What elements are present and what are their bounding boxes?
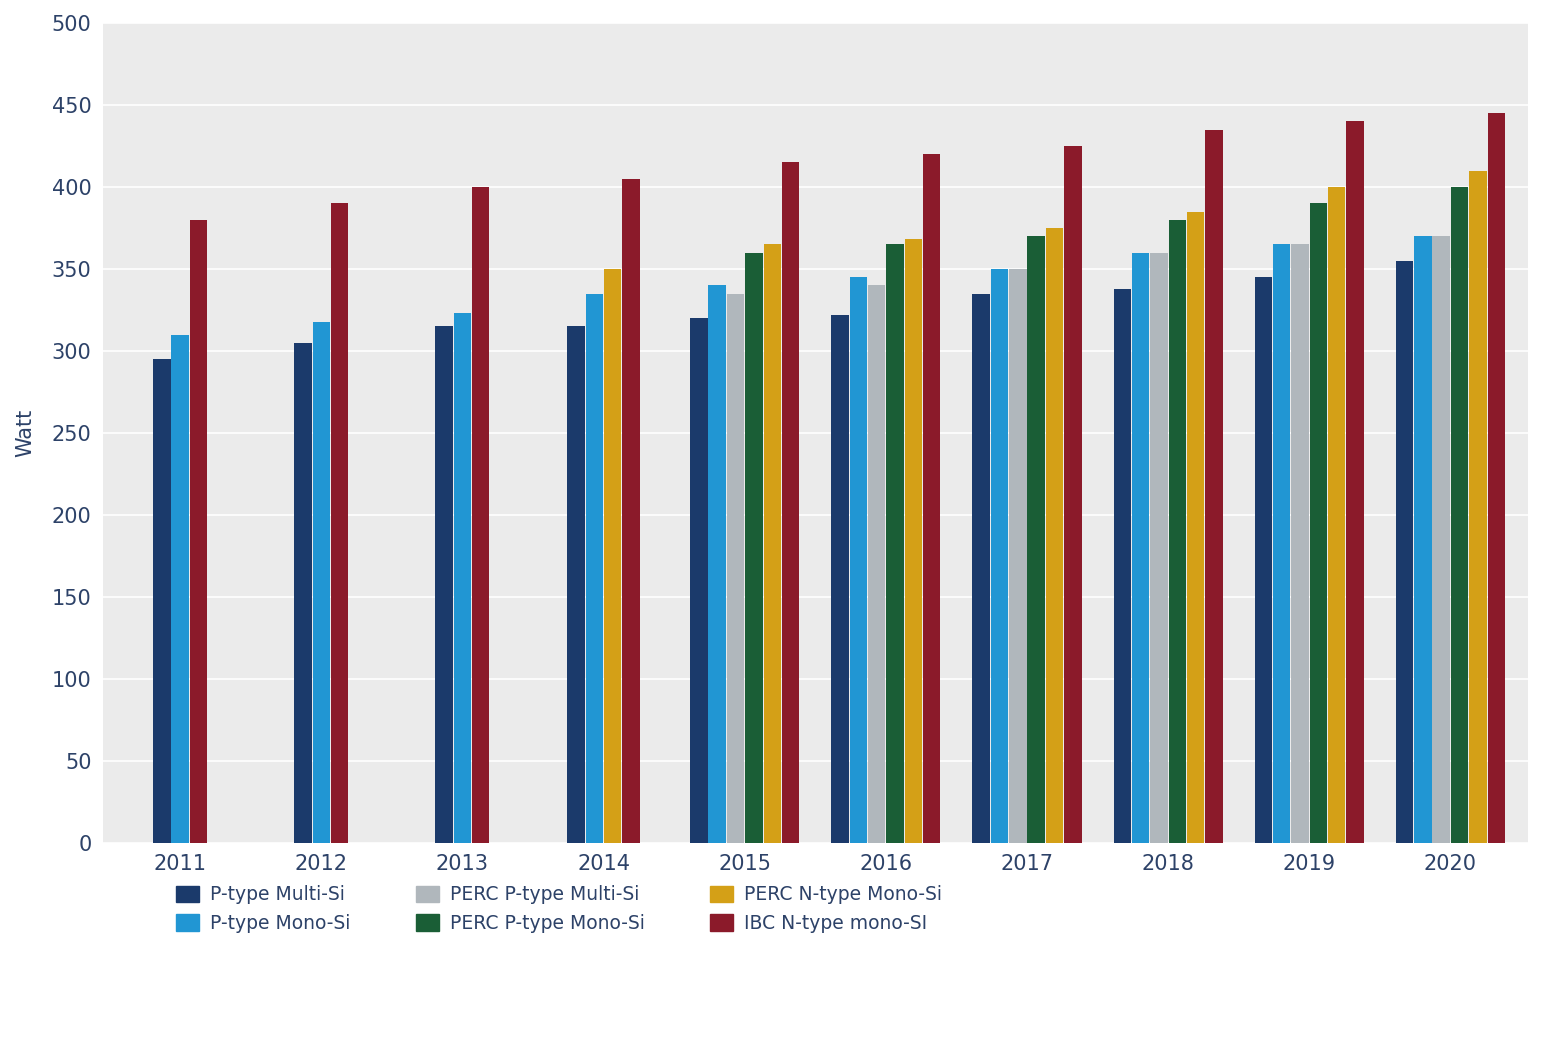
Legend: P-type Multi-Si, P-type Mono-Si, PERC P-type Multi-Si, PERC P-type Mono-Si, PERC: P-type Multi-Si, P-type Mono-Si, PERC P-… [168, 877, 949, 940]
Bar [690, 318, 708, 843]
Bar [764, 244, 781, 843]
Bar [295, 343, 312, 843]
Bar [171, 334, 188, 843]
Bar [886, 244, 904, 843]
Bar [869, 285, 886, 843]
Bar [1310, 204, 1327, 843]
Bar [991, 269, 1008, 843]
Bar [832, 315, 849, 843]
Bar [1273, 244, 1290, 843]
Bar [313, 321, 330, 843]
Bar [435, 327, 452, 843]
Bar [1065, 146, 1082, 843]
Bar [1469, 171, 1486, 843]
Bar [568, 327, 585, 843]
Bar [586, 294, 603, 843]
Bar [1487, 114, 1504, 843]
Y-axis label: Watt: Watt [15, 408, 35, 457]
Bar [153, 360, 171, 843]
Bar [603, 269, 622, 843]
Bar [1028, 237, 1045, 843]
Bar [472, 187, 489, 843]
Bar [190, 220, 207, 843]
Bar [904, 240, 923, 843]
Bar [1205, 129, 1222, 843]
Bar [727, 294, 744, 843]
Bar [972, 294, 989, 843]
Bar [923, 154, 940, 843]
Bar [1187, 211, 1205, 843]
Bar [1009, 269, 1026, 843]
Bar [1114, 289, 1131, 843]
Bar [708, 285, 725, 843]
Bar [745, 253, 762, 843]
Bar [1254, 277, 1271, 843]
Bar [782, 162, 799, 843]
Bar [1396, 261, 1413, 843]
Bar [330, 204, 349, 843]
Bar [1413, 237, 1432, 843]
Bar [1329, 187, 1345, 843]
Bar [454, 313, 471, 843]
Bar [1291, 244, 1308, 843]
Bar [1133, 253, 1150, 843]
Bar [1168, 220, 1187, 843]
Bar [850, 277, 867, 843]
Bar [1450, 187, 1469, 843]
Bar [1150, 253, 1168, 843]
Bar [1347, 121, 1364, 843]
Bar [622, 179, 640, 843]
Bar [1046, 228, 1063, 843]
Bar [1432, 237, 1450, 843]
